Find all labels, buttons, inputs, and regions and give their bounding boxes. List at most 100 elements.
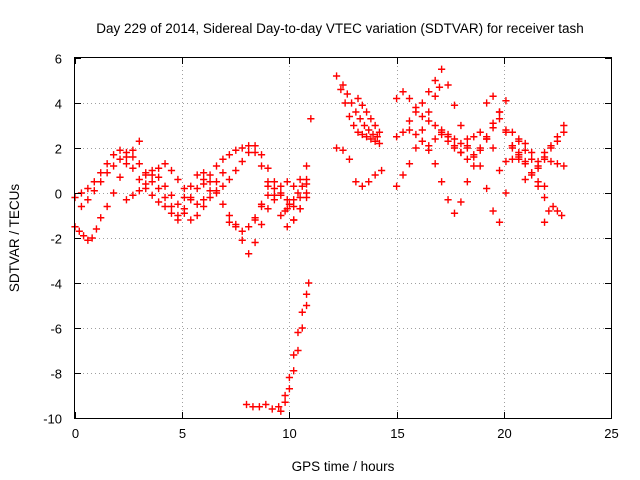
data-point: [135, 137, 143, 145]
y-tick-label: -6: [50, 322, 62, 337]
y-axis-label: SDTVAR / TECUs: [7, 184, 22, 293]
data-point: [268, 405, 276, 413]
data-point: [84, 236, 92, 244]
data-point: [155, 184, 163, 193]
data-point: [425, 108, 433, 116]
data-point: [457, 139, 465, 148]
data-point: [444, 196, 452, 204]
x-tick-label: 0: [72, 426, 79, 441]
track-13: [307, 115, 315, 123]
data-point: [343, 90, 351, 98]
data-point: [277, 189, 285, 197]
data-point: [187, 193, 195, 202]
data-point: [476, 146, 484, 154]
data-point: [225, 218, 233, 226]
data-point: [358, 182, 366, 190]
data-point: [283, 196, 291, 204]
grid: [75, 58, 611, 418]
data-point: [354, 128, 362, 136]
data-point: [483, 133, 491, 141]
data-point: [302, 193, 311, 202]
data-point: [502, 157, 510, 166]
data-point: [238, 157, 246, 166]
data-point: [109, 189, 118, 197]
data-points: [71, 65, 568, 415]
data-point: [298, 324, 306, 332]
data-point: [435, 83, 444, 91]
data-point: [521, 139, 529, 148]
data-point: [225, 151, 233, 159]
data-point: [155, 164, 163, 172]
data-point: [371, 137, 379, 145]
data-point: [540, 193, 549, 202]
data-point: [264, 178, 272, 186]
data-point: [470, 162, 478, 170]
data-point: [425, 146, 433, 154]
x-tick-label: 25: [604, 426, 618, 441]
data-point: [463, 135, 471, 143]
data-point: [283, 178, 291, 186]
data-point: [457, 148, 465, 157]
track-25: [495, 128, 568, 175]
data-point: [212, 189, 221, 197]
data-point: [521, 146, 529, 154]
data-point: [463, 144, 471, 152]
data-point: [245, 250, 253, 258]
data-point: [193, 171, 201, 179]
track-5: [142, 142, 311, 224]
data-point: [508, 155, 516, 163]
data-point: [502, 97, 510, 105]
data-point: [367, 135, 375, 143]
data-point: [122, 148, 131, 157]
data-point: [84, 196, 92, 204]
data-point: [450, 144, 459, 152]
data-point: [135, 187, 143, 195]
data-point: [332, 72, 341, 80]
data-point: [129, 146, 137, 154]
data-point: [116, 173, 124, 181]
data-point: [148, 166, 156, 175]
plot-frame: [74, 57, 612, 419]
data-point: [332, 144, 341, 152]
data-point: [339, 81, 347, 89]
data-point: [167, 209, 176, 217]
data-point: [257, 220, 266, 229]
data-point: [371, 171, 379, 179]
data-point: [206, 178, 214, 186]
data-point: [219, 182, 227, 190]
data-point: [142, 171, 150, 179]
data-point: [302, 162, 311, 170]
data-point: [358, 130, 366, 139]
data-point: [264, 164, 272, 172]
data-point: [155, 173, 163, 181]
data-point: [212, 162, 221, 170]
data-point: [90, 187, 98, 195]
x-tick-label: 20: [497, 426, 511, 441]
data-point: [495, 166, 504, 175]
data-point: [367, 115, 375, 123]
data-point: [257, 162, 266, 170]
data-point: [298, 308, 306, 316]
data-point: [129, 164, 137, 172]
data-point: [457, 198, 465, 206]
data-point: [116, 155, 124, 163]
data-point: [294, 189, 302, 197]
data-point: [103, 169, 111, 177]
data-point: [463, 178, 471, 186]
data-point: [129, 191, 137, 199]
data-point: [345, 155, 354, 163]
data-point: [352, 178, 360, 186]
data-point: [174, 175, 182, 184]
data-point: [307, 115, 315, 123]
data-point: [425, 117, 433, 125]
track-7: [200, 142, 311, 231]
data-point: [167, 202, 176, 211]
data-point: [302, 175, 311, 184]
track-20: [393, 83, 444, 190]
data-point: [270, 184, 278, 193]
data-point: [375, 139, 384, 148]
data-point: [547, 144, 555, 152]
data-point: [180, 184, 188, 193]
data-point: [412, 130, 420, 139]
